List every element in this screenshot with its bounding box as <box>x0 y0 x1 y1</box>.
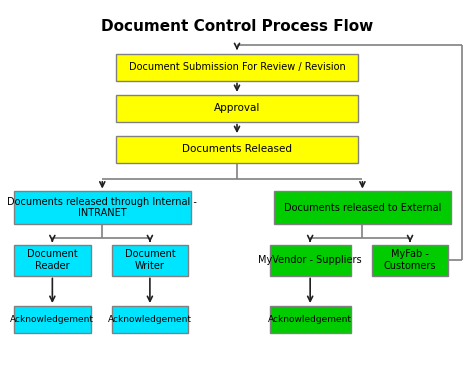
Text: Document
Reader: Document Reader <box>27 250 78 271</box>
FancyBboxPatch shape <box>14 245 91 276</box>
Text: Document
Writer: Document Writer <box>125 250 175 271</box>
FancyBboxPatch shape <box>14 306 91 333</box>
FancyBboxPatch shape <box>111 245 188 276</box>
Text: Documents released to External: Documents released to External <box>284 203 441 212</box>
FancyBboxPatch shape <box>270 306 351 333</box>
Text: Document Control Process Flow: Document Control Process Flow <box>101 19 373 34</box>
FancyBboxPatch shape <box>274 191 451 224</box>
FancyBboxPatch shape <box>14 191 191 224</box>
Text: MyVendor - Suppliers: MyVendor - Suppliers <box>258 255 362 265</box>
FancyBboxPatch shape <box>270 245 351 276</box>
FancyBboxPatch shape <box>116 54 358 81</box>
Text: Documents Released: Documents Released <box>182 145 292 154</box>
Text: Acknowledgement: Acknowledgement <box>10 315 94 324</box>
Text: Document Submission For Review / Revision: Document Submission For Review / Revisio… <box>128 62 346 72</box>
FancyBboxPatch shape <box>372 245 448 276</box>
Text: Approval: Approval <box>214 103 260 113</box>
Text: MyFab -
Customers: MyFab - Customers <box>384 250 436 271</box>
FancyBboxPatch shape <box>116 95 358 122</box>
Text: Documents released through Internal -
INTRANET: Documents released through Internal - IN… <box>8 197 197 218</box>
Text: Acknowledgement: Acknowledgement <box>108 315 192 324</box>
Text: Acknowledgement: Acknowledgement <box>268 315 352 324</box>
FancyBboxPatch shape <box>111 306 188 333</box>
FancyBboxPatch shape <box>116 136 358 163</box>
